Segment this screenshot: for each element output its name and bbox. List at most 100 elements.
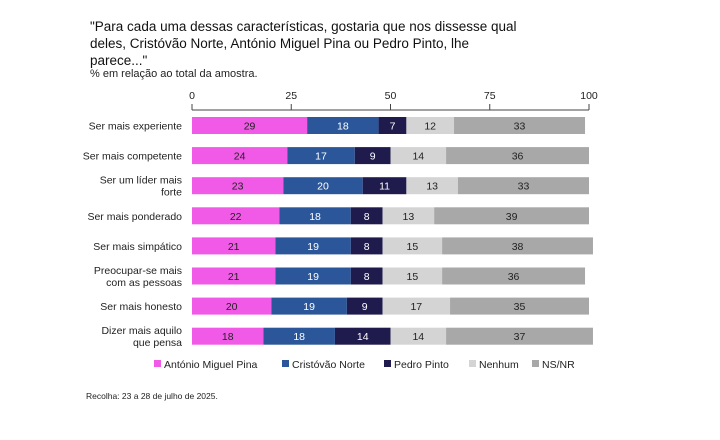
bar-segment <box>275 237 351 255</box>
category-label: Dizer mais aquilo que pensa <box>101 325 182 349</box>
bar-segment <box>271 297 347 315</box>
bar-segment <box>382 297 451 315</box>
data-label: 17 <box>315 151 327 163</box>
data-label: 13 <box>426 181 438 193</box>
bar-segment <box>442 267 586 285</box>
bar-segment <box>350 237 383 255</box>
bar-segment <box>192 237 276 255</box>
bar-segment <box>192 147 288 165</box>
bar-segment <box>192 327 264 345</box>
legend-label: NS/NR <box>542 359 575 371</box>
data-label: 14 <box>357 331 369 343</box>
data-label: 13 <box>403 211 415 223</box>
bar-segment <box>350 267 383 285</box>
category-label: Ser mais simpático <box>93 241 182 253</box>
bar-segment <box>192 117 308 134</box>
bar-segment <box>390 147 447 165</box>
data-label: 9 <box>362 301 368 313</box>
category-label: Preocupar-se mais com as pessoas <box>94 265 182 289</box>
bar-segment <box>382 237 443 255</box>
data-label: 38 <box>512 241 524 253</box>
data-label: 14 <box>412 151 424 163</box>
data-label: 29 <box>244 121 256 133</box>
data-label: 37 <box>514 331 526 343</box>
data-label: 8 <box>364 241 370 253</box>
data-label: 36 <box>512 151 524 163</box>
x-tick-label: 50 <box>385 90 397 102</box>
data-label: 8 <box>364 211 370 223</box>
bar-segment <box>382 207 435 225</box>
data-label: 21 <box>228 271 240 283</box>
data-label: 14 <box>412 331 424 343</box>
category-label: Ser mais competente <box>83 151 182 163</box>
data-label: 18 <box>337 121 349 133</box>
data-label: 18 <box>309 211 321 223</box>
legend-label: Nenhum <box>479 359 519 371</box>
bar-segment <box>446 147 589 165</box>
data-label: 23 <box>232 181 244 193</box>
category-label: Ser mais experiente <box>89 121 183 133</box>
bar-segment <box>450 297 589 315</box>
legend-label: Pedro Pinto <box>394 359 449 371</box>
bar-segment <box>192 297 272 315</box>
bar-segment <box>192 207 280 225</box>
category-label: Ser um líder mais forte <box>100 175 182 199</box>
bar-segment <box>378 117 407 134</box>
bar-segment <box>454 117 586 134</box>
x-tick-label: 100 <box>580 90 598 102</box>
data-label: 33 <box>518 181 530 193</box>
data-label: 9 <box>370 151 376 163</box>
bar-segment <box>346 297 383 315</box>
data-label: 20 <box>226 301 238 313</box>
data-label: 21 <box>228 241 240 253</box>
data-label: 22 <box>230 211 242 223</box>
data-label: 33 <box>514 121 526 133</box>
bar-segment <box>279 207 351 225</box>
legend-swatch <box>282 360 289 367</box>
data-label: 36 <box>508 271 520 283</box>
data-label: 12 <box>424 121 436 133</box>
data-label: 35 <box>514 301 526 313</box>
x-tick-label: 75 <box>484 90 496 102</box>
category-label: Ser mais ponderado <box>87 211 182 223</box>
bar-segment <box>442 237 593 255</box>
legend-swatch <box>384 360 391 367</box>
bar-segment <box>283 177 363 195</box>
data-label: 7 <box>390 121 396 133</box>
bar-segment <box>434 207 589 225</box>
bar-segment <box>382 267 443 285</box>
bar-segment <box>192 177 284 195</box>
data-label: 17 <box>410 301 422 313</box>
bar-segment <box>350 207 383 225</box>
data-label: 11 <box>379 181 390 193</box>
chart-subtitle: % em relação ao total da amostra. <box>90 68 258 80</box>
bar-segment <box>406 177 458 195</box>
bar-segment <box>334 327 391 345</box>
data-label: 8 <box>364 271 370 283</box>
data-label: 18 <box>293 331 305 343</box>
data-label: 19 <box>307 271 319 283</box>
bar-segment <box>362 177 407 195</box>
data-label: 15 <box>406 271 418 283</box>
bar-segment <box>406 117 455 134</box>
bar-segment <box>307 117 379 134</box>
bar-segment <box>263 327 335 345</box>
bar-segment <box>192 267 276 285</box>
legend-label: António Miguel Pina <box>164 359 258 371</box>
bar-segment <box>457 177 589 195</box>
bar-segment <box>275 267 351 285</box>
legend-swatch <box>469 360 476 367</box>
data-label: 24 <box>234 151 246 163</box>
data-label: 18 <box>222 331 234 343</box>
category-label: Ser mais honesto <box>100 301 182 313</box>
bar-segment <box>287 147 355 165</box>
x-tick-label: 25 <box>285 90 297 102</box>
source-footnote: Recolha: 23 a 28 de julho de 2025. <box>86 391 218 401</box>
bar-segment <box>446 327 593 345</box>
data-label: 20 <box>317 181 329 193</box>
legend-swatch <box>532 360 539 367</box>
data-label: 19 <box>307 241 319 253</box>
data-label: 39 <box>506 211 518 223</box>
data-label: 19 <box>303 301 315 313</box>
